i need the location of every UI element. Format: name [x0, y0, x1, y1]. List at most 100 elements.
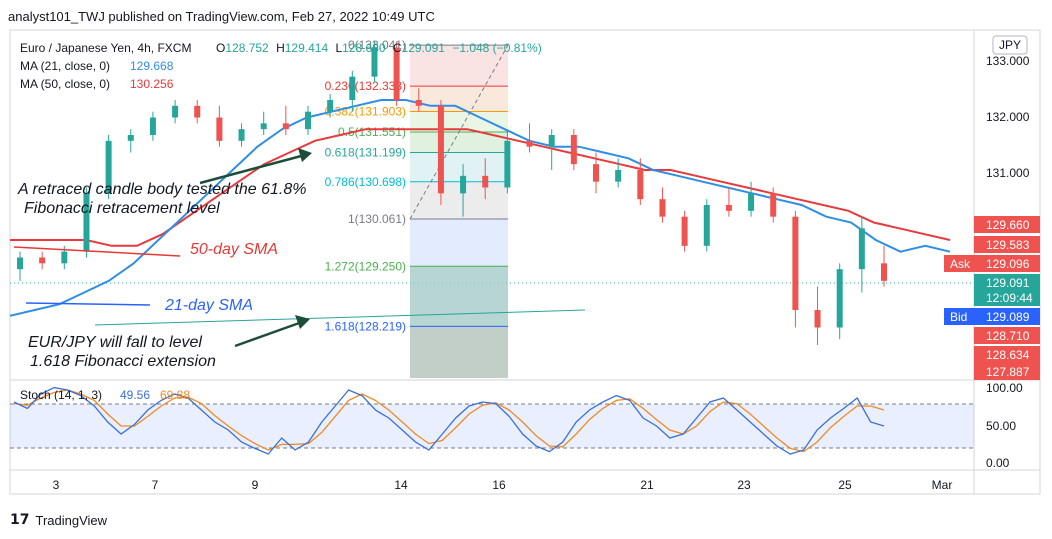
publisher-line: analyst101_TWJ published on TradingView.…	[8, 9, 435, 24]
candle-body	[415, 100, 422, 106]
fib-zone	[410, 218, 508, 267]
price-tag-bg	[974, 346, 1040, 363]
price-tick: 133.000	[986, 54, 1030, 68]
candle-body	[371, 47, 378, 77]
chart-legend: Euro / Japanese Yen, 4h, FXCM O128.752 H…	[20, 41, 542, 91]
legend-change: −1.048 (−0.81%)	[452, 41, 541, 55]
tradingview-logo[interactable]: 17 TradingView	[10, 512, 107, 528]
ask-tag-bg	[944, 255, 1040, 272]
candle-body	[548, 135, 555, 147]
candle-body	[349, 76, 356, 100]
currency-tag[interactable]: JPY	[992, 35, 1028, 55]
fib-level-label: 1.272(129.250)	[325, 259, 406, 273]
fib-level-label: 1.618(128.219)	[325, 319, 406, 333]
fib-level-label: 1(130.061)	[348, 212, 406, 226]
stoch-k-line	[13, 386, 885, 455]
time-tick: 21	[640, 478, 654, 492]
price-tag: 128.710	[986, 329, 1030, 343]
retrace-arrow	[199, 153, 306, 185]
candle-body	[216, 117, 223, 141]
price-tick: 131.000	[986, 166, 1030, 180]
legend-c-label: C	[393, 41, 402, 55]
time-tick: 7	[152, 478, 159, 492]
candle-body	[238, 129, 245, 141]
price-axis[interactable]: 133.000 132.000 131.000	[986, 54, 1030, 180]
time-axis[interactable]: 3 7 9 14 16 21 23 25 Mar	[53, 478, 953, 492]
candle-body	[105, 140, 112, 194]
fib-level-label: 0.618(131.199)	[325, 146, 406, 160]
candles	[17, 41, 887, 345]
legend-c-value: 129.091	[402, 41, 446, 55]
candle-body	[61, 251, 68, 264]
time-tick: 16	[492, 478, 506, 492]
time-tick: Mar	[932, 478, 953, 492]
time-tick: 3	[53, 478, 60, 492]
brand-name: TradingView	[35, 512, 108, 528]
price-tag-bg	[974, 236, 1040, 253]
fib-zone-tail	[410, 326, 508, 378]
time-tick: 14	[394, 478, 408, 492]
candle-body	[748, 193, 755, 211]
fib-zone	[410, 111, 508, 133]
candle-body	[703, 205, 710, 246]
price-tag: 129.583	[986, 238, 1030, 252]
annotation-retrace-line2: Fibonacci retracement level	[24, 200, 220, 217]
candle-body	[792, 216, 799, 310]
fib-level-label: 0.382(131.903)	[325, 104, 406, 118]
sma21-annotation-line	[25, 302, 151, 306]
price-tag: 129.089	[986, 310, 1030, 324]
fib-trend-line	[409, 44, 509, 220]
candle-body	[637, 170, 644, 200]
time-tick: 25	[838, 478, 852, 492]
legend-ma21-value: 129.668	[130, 59, 174, 73]
candle-body	[725, 205, 732, 211]
candle-body	[526, 140, 533, 147]
annotation-fall-line2: 1.618 Fibonacci extension	[30, 353, 216, 370]
candle-body	[593, 164, 599, 182]
candle-body	[39, 257, 46, 264]
stoch-d-line	[13, 389, 885, 453]
fib-zone	[410, 132, 508, 153]
candle-body	[681, 216, 688, 246]
legend-ohlc: O128.752 H129.414 L128.680 C129.091 −1.0…	[216, 41, 542, 55]
legend-o-value: 128.752	[225, 41, 269, 55]
stochastic-panel[interactable]: Stoch (14, 1, 3) 49.56 69.88 100.00 50.0…	[10, 381, 1023, 470]
price-tag: 129.660	[986, 218, 1030, 232]
candle-body	[149, 117, 156, 135]
ma21-line	[9, 99, 951, 317]
stoch-label: Stoch (14, 1, 3)	[20, 388, 102, 402]
candle-body	[17, 257, 23, 270]
retrace-arrow-head	[298, 148, 312, 162]
stoch-tick: 50.00	[986, 419, 1016, 433]
annotations[interactable]: A retraced candle body tested the 61.8% …	[13, 148, 586, 370]
candle-body	[194, 105, 201, 118]
countdown-tag: 12:09:44	[986, 291, 1033, 305]
stoch-d-value: 69.88	[160, 388, 190, 402]
legend-ma21-label: MA (21, close, 0)	[20, 59, 110, 73]
legend-h-label: H	[276, 41, 285, 55]
bid-label: Bid	[950, 310, 967, 324]
legend-l-label: L	[335, 41, 342, 55]
price-tag-bg	[974, 216, 1040, 233]
candle-body	[881, 263, 887, 281]
fib-level-label: 0.236(132.338)	[325, 79, 406, 93]
legend-symbol: Euro / Japanese Yen, 4h, FXCM	[20, 41, 191, 55]
sma50-annotation-line	[13, 246, 181, 257]
legend-ma50-label: MA (50, close, 0)	[20, 77, 110, 91]
price-tag: 129.091	[986, 276, 1030, 290]
stoch-tick: 100.00	[986, 381, 1023, 395]
stoch-k-value: 49.56	[120, 388, 150, 402]
price-tag-bg	[974, 363, 1040, 380]
stoch-tick: 0.00	[986, 456, 1010, 470]
annotation-fall-line1: EUR/JPY will fall to level	[28, 334, 202, 351]
price-tag: 128.634	[986, 348, 1030, 362]
candle-body	[615, 170, 622, 182]
price-tag: 127.887	[986, 365, 1030, 379]
candle-body	[127, 135, 134, 141]
annotation-retrace-line1: A retraced candle body tested the 61.8%	[17, 181, 306, 198]
fib-level-label: 0.786(130.698)	[325, 175, 406, 189]
fib-zone	[410, 152, 508, 182]
candle-body	[327, 100, 334, 112]
candle-body	[482, 175, 489, 188]
